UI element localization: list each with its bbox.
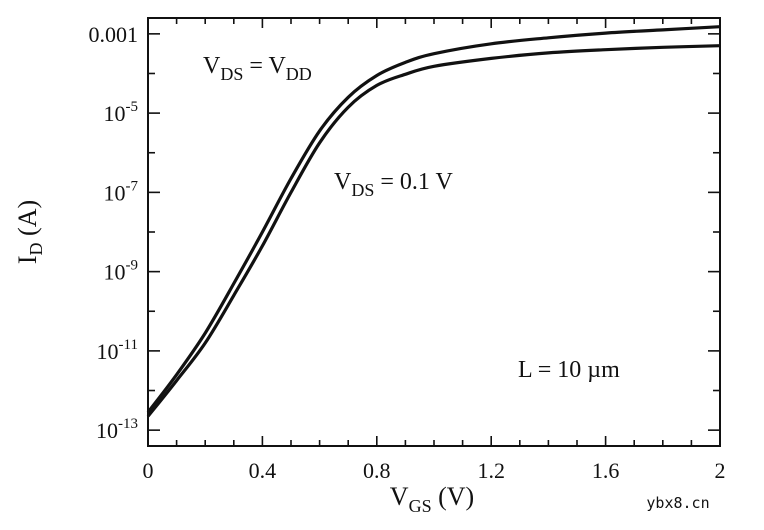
y-tick-exponent: -7 (126, 178, 139, 194)
y-tick-base: 10 (96, 418, 118, 443)
x-axis-label: VGS (V) (390, 482, 474, 516)
x-tick-label: 1.2 (477, 458, 505, 483)
y-tick-label: 10-5 (104, 99, 139, 126)
curve-vds-vdd (146, 25, 721, 414)
y-tick-exponent: -5 (126, 99, 139, 115)
y-tick-exponent: -11 (119, 337, 138, 353)
y-tick-exponent: -9 (126, 258, 139, 274)
y-tick-label: 10-7 (104, 178, 139, 205)
data-curves (146, 25, 721, 418)
y-tick-exponent: -13 (118, 416, 138, 432)
x-tick-labels: 0 0.4 0.8 1.2 1.6 2 (143, 458, 726, 483)
y-tick-label: 0.001 (89, 22, 139, 47)
annotation-vds-vdd: VDS = VDD (203, 53, 312, 84)
x-tick-label: 1.6 (592, 458, 620, 483)
watermark: ybx8.cn (646, 494, 709, 512)
y-tick-label: 10-11 (97, 337, 138, 364)
x-tick-label: 0.4 (249, 458, 277, 483)
y-tick-base: 10 (104, 180, 126, 205)
annotation-vds-0p1: VDS = 0.1 V (334, 169, 453, 200)
y-tick-label: 10-9 (104, 258, 139, 285)
x-tick-label: 0 (143, 458, 154, 483)
y-tick-label: 10-13 (96, 416, 138, 443)
y-tick-base: 10 (104, 101, 126, 126)
annotation-length: L = 10 µm (518, 357, 620, 383)
plot-frame (147, 17, 721, 447)
x-tick-label: 2 (715, 458, 726, 483)
curve-vds-0p1 (146, 44, 721, 418)
y-axis-label: ID (A) (13, 200, 46, 264)
y-tick-base: 0.001 (89, 22, 139, 47)
y-tick-base: 10 (104, 260, 126, 285)
y-tick-base: 10 (97, 339, 119, 364)
x-tick-label: 0.8 (363, 458, 391, 483)
